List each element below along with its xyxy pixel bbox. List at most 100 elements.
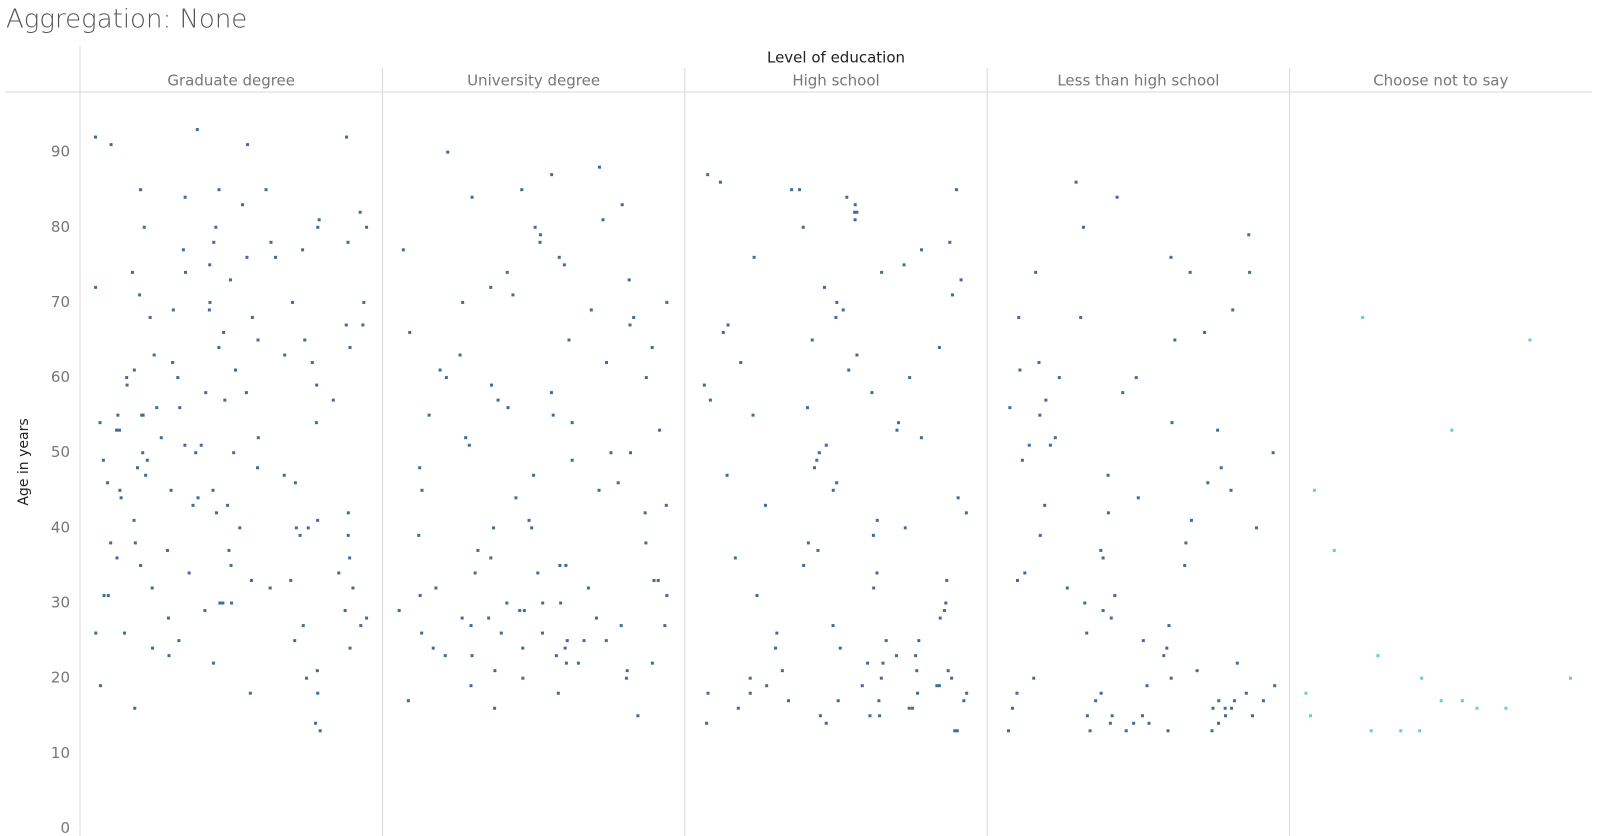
point	[1189, 518, 1193, 522]
point	[1032, 676, 1036, 680]
point	[1108, 721, 1112, 725]
point	[533, 225, 537, 229]
column-header: Level of education	[767, 49, 905, 67]
point	[227, 548, 231, 552]
point	[902, 263, 906, 267]
y-tick-label: 30	[51, 594, 70, 612]
point	[94, 135, 97, 139]
point	[937, 684, 941, 688]
point	[223, 398, 227, 402]
point	[708, 398, 712, 402]
point	[470, 195, 474, 199]
point	[1420, 676, 1424, 680]
point	[142, 225, 146, 229]
point	[604, 639, 608, 643]
point	[493, 706, 497, 710]
point	[818, 714, 822, 718]
point	[1121, 391, 1125, 395]
point	[1184, 541, 1188, 545]
point	[755, 594, 759, 598]
point	[167, 654, 171, 658]
point	[841, 308, 845, 312]
point	[98, 421, 102, 425]
point	[557, 255, 561, 259]
point	[346, 240, 350, 244]
point	[443, 654, 447, 658]
point	[117, 428, 121, 432]
point	[511, 293, 515, 297]
point	[199, 443, 203, 447]
point	[817, 451, 821, 455]
point	[733, 556, 737, 560]
point	[310, 361, 314, 365]
point	[1169, 676, 1173, 680]
point	[558, 563, 562, 567]
point	[774, 646, 778, 650]
point	[1251, 714, 1255, 718]
point	[521, 646, 525, 650]
point	[564, 563, 568, 567]
point	[1044, 398, 1048, 402]
point	[787, 699, 791, 703]
point	[629, 451, 633, 455]
point	[721, 330, 725, 334]
point	[855, 353, 859, 357]
point	[538, 240, 542, 244]
point	[935, 684, 939, 688]
point	[810, 338, 814, 342]
point	[476, 548, 480, 552]
point	[1162, 654, 1166, 658]
point	[1140, 714, 1144, 718]
point	[765, 684, 769, 688]
point	[664, 503, 668, 507]
point	[232, 451, 236, 455]
point	[1136, 496, 1140, 500]
point	[586, 586, 590, 590]
point	[959, 278, 963, 282]
point	[1332, 548, 1336, 552]
point	[1018, 368, 1022, 372]
point	[248, 691, 252, 695]
point	[176, 376, 180, 380]
point	[866, 661, 870, 665]
point	[469, 624, 473, 628]
point	[802, 563, 806, 567]
point	[551, 413, 555, 417]
point	[955, 188, 959, 192]
point	[1008, 406, 1012, 410]
point	[540, 631, 544, 635]
point	[151, 646, 155, 650]
point	[650, 346, 654, 350]
point	[806, 406, 810, 410]
point	[748, 676, 752, 680]
point	[522, 609, 526, 613]
point	[597, 488, 601, 492]
y-tick-label: 90	[51, 143, 70, 161]
point	[314, 421, 318, 425]
point	[417, 533, 421, 537]
point	[212, 240, 216, 244]
point	[316, 691, 320, 695]
point	[317, 218, 321, 222]
point	[605, 361, 609, 365]
point	[739, 361, 743, 365]
point	[118, 488, 122, 492]
point	[289, 578, 293, 582]
point	[1010, 706, 1014, 710]
point	[565, 639, 569, 643]
point	[620, 203, 624, 207]
point	[1216, 428, 1220, 432]
point	[1203, 330, 1207, 334]
point	[1099, 691, 1103, 695]
point	[636, 714, 640, 718]
point	[652, 578, 656, 582]
point	[780, 669, 784, 673]
point	[346, 533, 350, 537]
point	[1217, 699, 1221, 703]
point	[894, 654, 898, 658]
point	[115, 556, 119, 560]
point	[256, 338, 260, 342]
point	[418, 594, 422, 598]
point	[1244, 691, 1248, 695]
point	[94, 285, 98, 289]
